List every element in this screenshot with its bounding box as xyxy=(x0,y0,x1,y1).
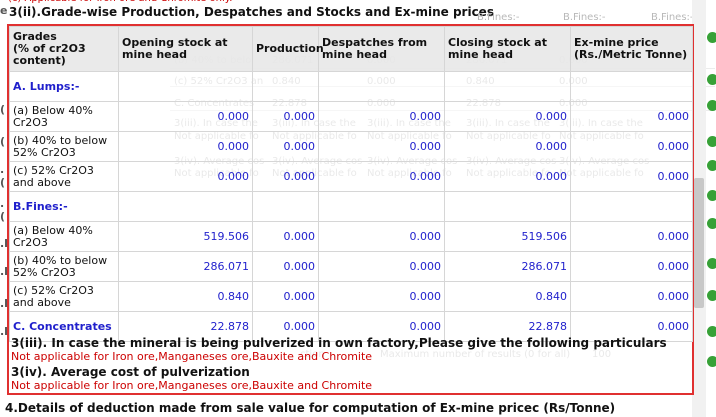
edge-fragment: .l xyxy=(0,265,8,278)
status-ok-icon xyxy=(707,160,716,171)
bg-header-fines-3: B.Fines:- xyxy=(651,12,694,23)
opening-stock-value: 0.000 xyxy=(118,161,253,192)
opening-stock-value: 0.840 xyxy=(118,281,253,312)
closing-stock-value: 0.000 xyxy=(444,161,571,192)
edge-fragment: ( xyxy=(0,103,6,116)
status-ok-icon xyxy=(707,218,716,229)
status-ok-icon xyxy=(707,32,716,43)
production-value: 0.000 xyxy=(252,131,319,162)
ex-mine-price-value: 0.000 xyxy=(570,281,693,312)
edge-fragment: .l xyxy=(0,237,8,250)
despatches-value: 0.000 xyxy=(318,161,445,192)
status-ok-icon xyxy=(707,74,716,85)
subsection-pulverized: 3(iii). In case the mineral is being pul… xyxy=(9,336,692,363)
table-row: (a) Below 40% Cr2O3 519.506 0.000 0.000 … xyxy=(9,221,693,252)
status-ok-icon xyxy=(707,356,716,367)
bg-header-fines-2: B.Fines:- xyxy=(563,12,606,23)
despatches-value: 0.000 xyxy=(318,131,445,162)
section-title: 3(ii).Grade-wise Production, Despatches … xyxy=(9,5,494,19)
closing-stock-value: 0.000 xyxy=(444,131,571,162)
despatches-value: 0.000 xyxy=(318,251,445,282)
closing-stock-value: 286.071 xyxy=(444,251,571,282)
production-value: 0.000 xyxy=(252,101,319,132)
col-header-opening-stock: Opening stock at mine head xyxy=(118,26,253,72)
status-ok-icon xyxy=(707,326,716,337)
ex-mine-price-value: 0.000 xyxy=(570,131,693,162)
status-ok-icon xyxy=(707,136,716,147)
deduction-section-title: 4.Details of deduction made from sale va… xyxy=(5,401,616,415)
subsection-note: Not applicable for Iron ore,Manganeses o… xyxy=(11,379,373,392)
bg-header-fines-1: B.Fines:- xyxy=(477,12,520,23)
despatches-value: 0.000 xyxy=(318,101,445,132)
table-row: (c) 52% Cr2O3 and above 0.000 0.000 0.00… xyxy=(9,161,693,192)
despatches-value: 0.000 xyxy=(318,221,445,252)
table-header-row: Grades (% of cr2O3 content) Opening stoc… xyxy=(9,26,693,72)
opening-stock-value: 519.506 xyxy=(118,221,253,252)
production-table: Grades (% of cr2O3 content) Opening stoc… xyxy=(9,26,693,342)
section-label-fines: B.Fines:- xyxy=(9,191,119,222)
closing-stock-value: 519.506 xyxy=(444,221,571,252)
edge-fragment: .l xyxy=(0,325,8,338)
ex-mine-price-value: 0.000 xyxy=(570,251,693,282)
closing-stock-value: 0.000 xyxy=(444,101,571,132)
opening-stock-value: 0.000 xyxy=(118,101,253,132)
edge-fragment: ( xyxy=(0,135,6,148)
section-label-concentrates: C. Concentrates xyxy=(9,311,119,342)
production-panel: Grades (% of cr2O3 content) Opening stoc… xyxy=(7,24,694,395)
subsection-pulverization-cost: 3(iv). Average cost of pulverization Not… xyxy=(9,365,692,392)
despatches-value: 0.000 xyxy=(318,311,445,342)
applicable-note: (c) Applicable for Iron ore and Chromite… xyxy=(8,0,232,4)
opening-stock-value: 22.878 xyxy=(118,311,253,342)
scrollbar-thumb[interactable] xyxy=(694,178,704,308)
grade-label: (b) 40% to below 52% Cr2O3 xyxy=(9,251,119,282)
table-row: (c) 52% Cr2O3 and above 0.840 0.000 0.00… xyxy=(9,281,693,312)
concentrates-row: C. Concentrates 22.878 0.000 0.000 22.87… xyxy=(9,311,693,342)
grade-label: (b) 40% to below 52% Cr2O3 xyxy=(9,131,119,162)
ex-mine-price-value: 0.000 xyxy=(570,311,693,342)
production-value: 0.000 xyxy=(252,221,319,252)
grade-label: (a) Below 40% Cr2O3 xyxy=(9,101,119,132)
closing-stock-value: 22.878 xyxy=(444,311,571,342)
ex-mine-price-value: 0.000 xyxy=(570,161,693,192)
production-value: 0.000 xyxy=(252,281,319,312)
table-row: (b) 40% to below 52% Cr2O3 286.071 0.000… xyxy=(9,251,693,282)
ex-mine-price-value: 0.000 xyxy=(570,221,693,252)
closing-stock-value: 0.840 xyxy=(444,281,571,312)
edge-fragment: .( xyxy=(0,163,6,189)
status-ok-icon xyxy=(707,290,716,301)
opening-stock-value: 286.071 xyxy=(118,251,253,282)
grade-label: (a) Below 40% Cr2O3 xyxy=(9,221,119,252)
status-ok-icon xyxy=(707,100,716,111)
section-label-lumps: A. Lumps:- xyxy=(9,71,119,102)
section-row: B.Fines:- xyxy=(9,191,693,222)
subsection-title: 3(iv). Average cost of pulverization xyxy=(11,365,250,379)
col-header-closing-stock: Closing stock at mine head xyxy=(444,26,571,72)
status-ok-icon xyxy=(707,258,716,269)
section-row: A. Lumps:- xyxy=(9,71,693,102)
grade-label: (c) 52% Cr2O3 and above xyxy=(9,281,119,312)
edge-fragment: e xyxy=(0,4,8,17)
grade-label: (c) 52% Cr2O3 and above xyxy=(9,161,119,192)
col-header-ex-mine-price: Ex-mine price (Rs./Metric Tonne) xyxy=(570,26,693,72)
production-value: 0.000 xyxy=(252,251,319,282)
col-header-despatches: Despatches from mine head xyxy=(318,26,445,72)
status-ok-icon xyxy=(707,190,716,201)
subsection-note: Not applicable for Iron ore,Manganeses o… xyxy=(11,350,373,363)
col-header-production: Production xyxy=(252,26,324,72)
col-header-grades: Grades (% of cr2O3 content) xyxy=(9,26,119,72)
table-row: (b) 40% to below 52% Cr2O3 0.000 0.000 0… xyxy=(9,131,693,162)
edge-fragment: .l xyxy=(0,297,8,310)
ex-mine-price-value: 0.000 xyxy=(570,101,693,132)
table-row: (a) Below 40% Cr2O3 0.000 0.000 0.000 0.… xyxy=(9,101,693,132)
despatches-value: 0.000 xyxy=(318,281,445,312)
subsection-title: 3(iii). In case the mineral is being pul… xyxy=(11,336,667,350)
edge-fragment: .( xyxy=(0,197,6,223)
opening-stock-value: 0.000 xyxy=(118,131,253,162)
production-value: 0.000 xyxy=(252,161,319,192)
